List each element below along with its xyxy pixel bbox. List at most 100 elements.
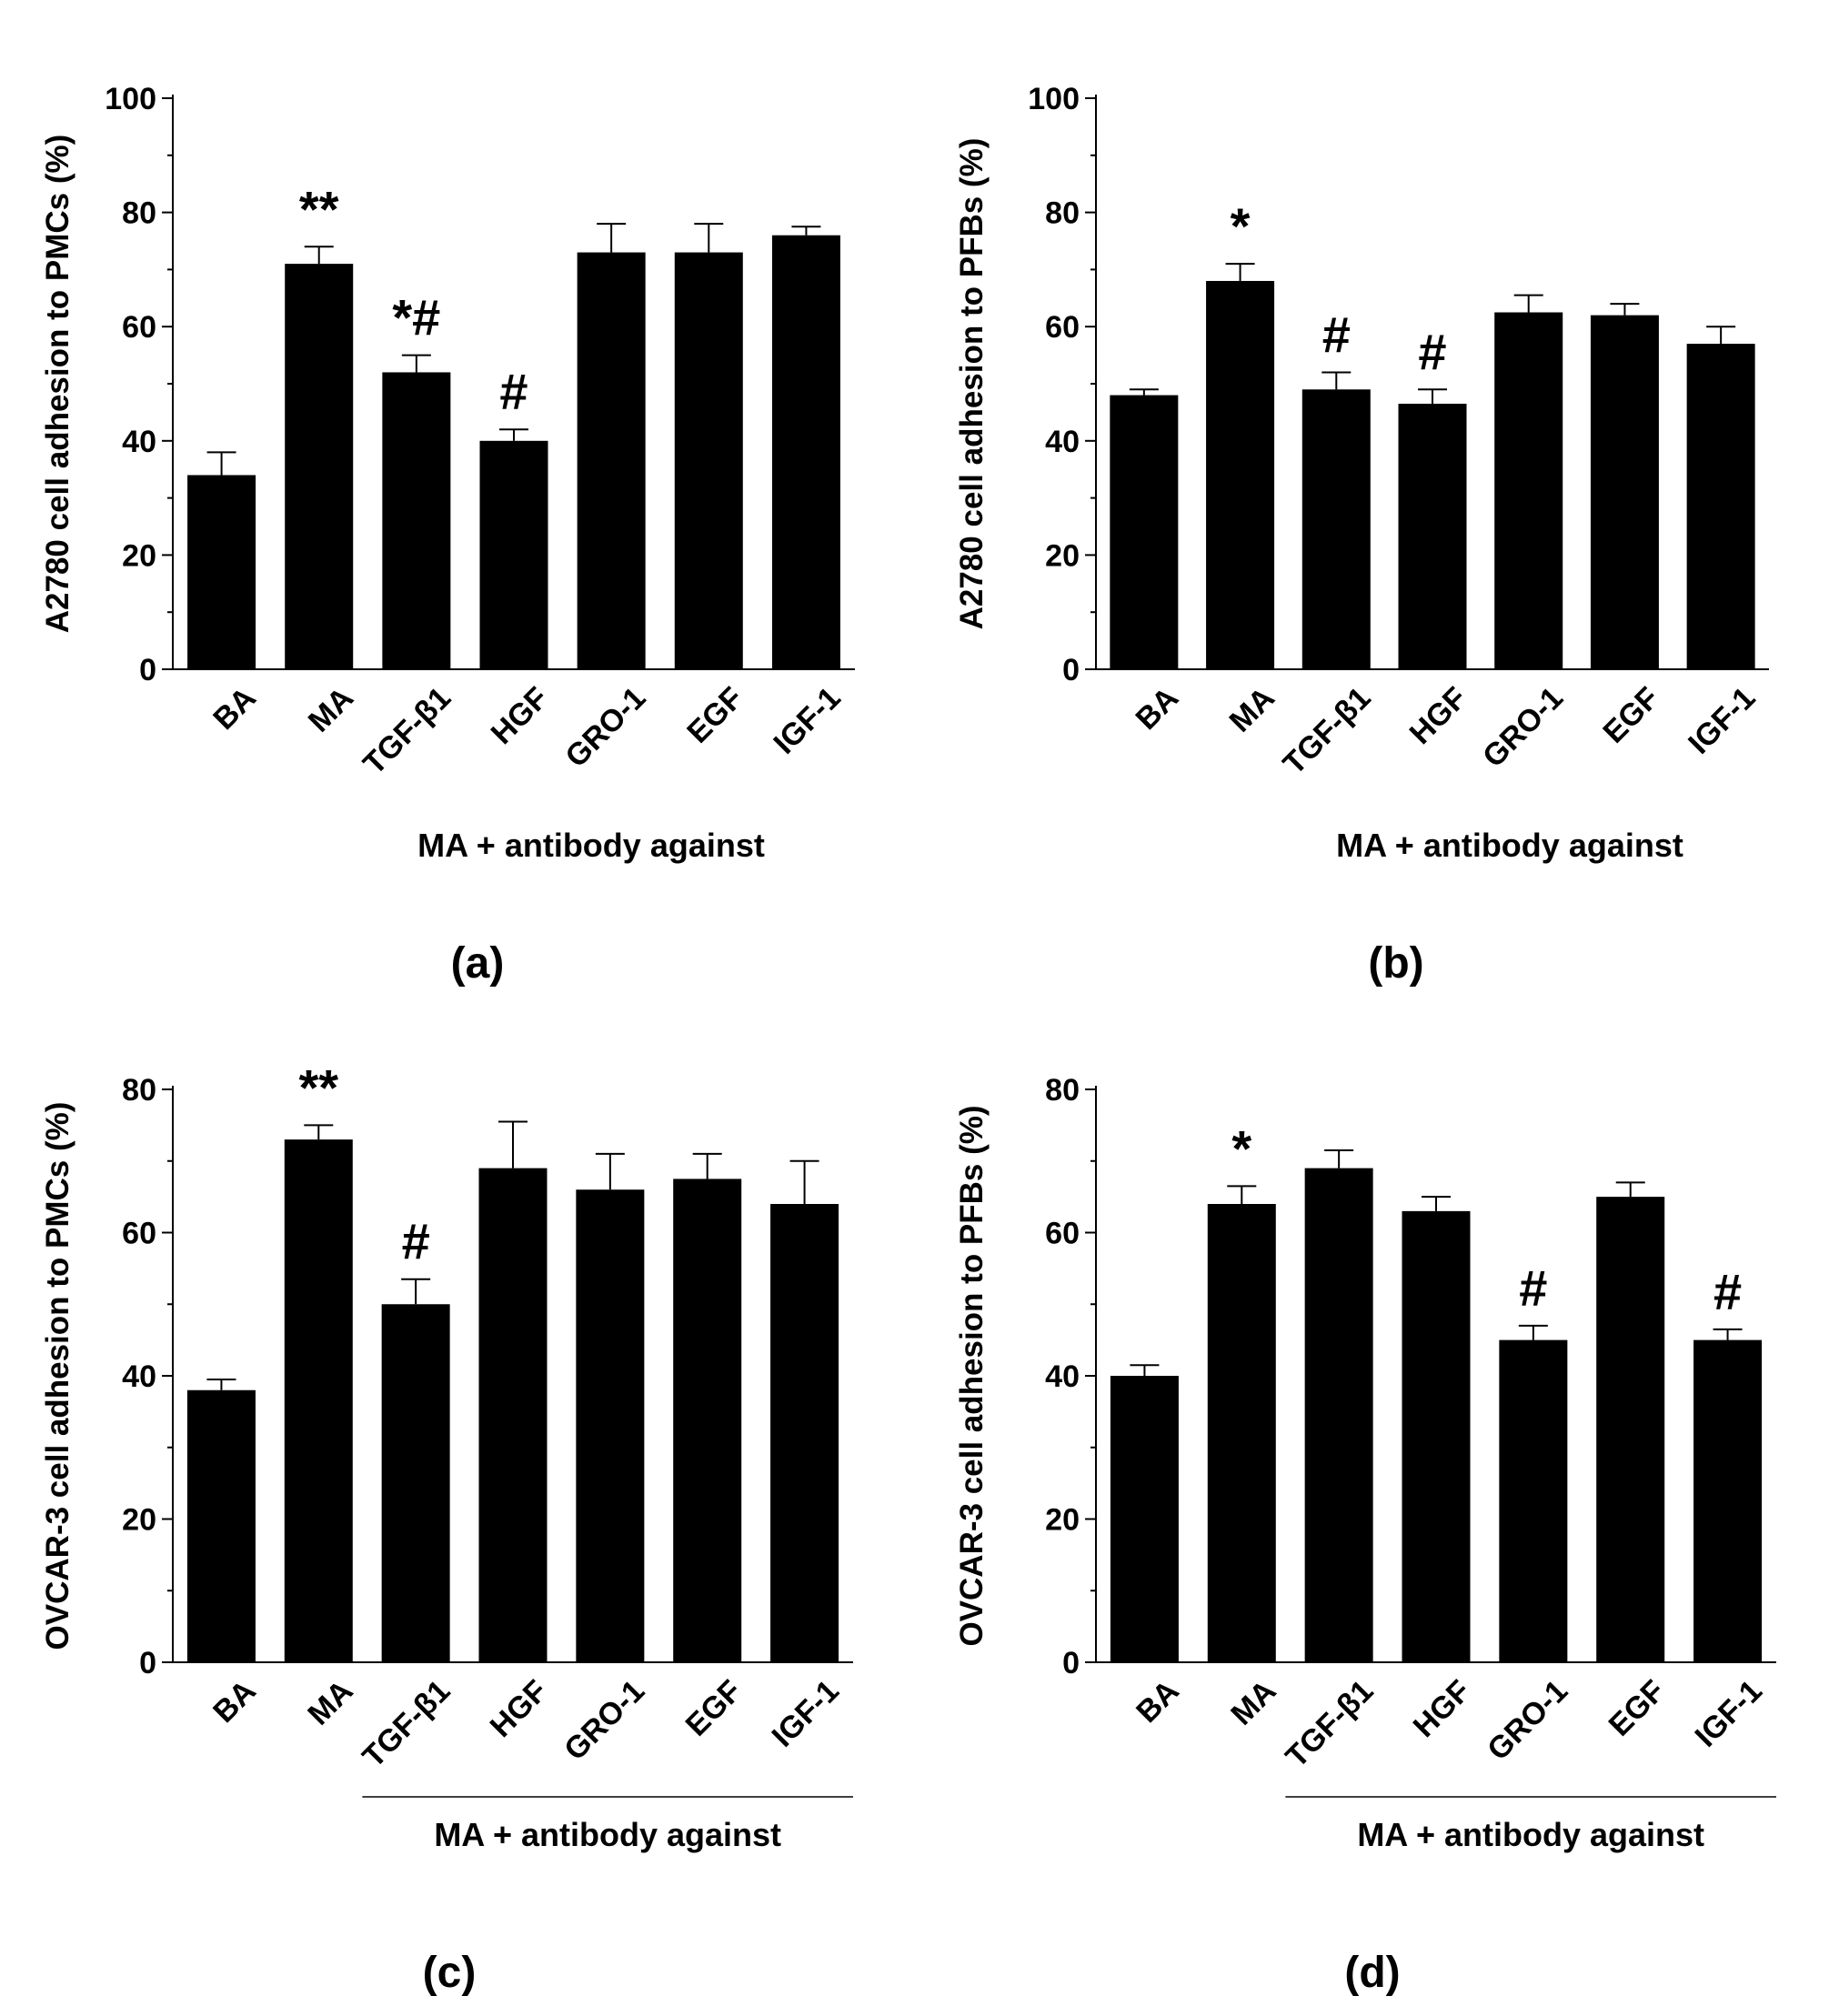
y-tick-label: 60 [1045, 310, 1080, 345]
bar-ba [187, 475, 256, 669]
bar-gro-1 [576, 1189, 645, 1662]
x-tick-label: MA [302, 680, 360, 738]
x-tick-label: HGF [1407, 1673, 1478, 1744]
bar-ma [285, 264, 354, 669]
x-tick-label: HGF [484, 1673, 555, 1744]
significance-marker: ** [299, 180, 339, 237]
x-tick-label: TGF-β1 [1277, 680, 1378, 781]
x-tick-label: BA [1130, 680, 1186, 737]
y-axis-label: A2780 cell adhesion to PFBs (%) [954, 138, 990, 630]
x-axis-label: MA + antibody against [1357, 1816, 1704, 1853]
y-tick-label: 0 [1062, 1646, 1080, 1680]
y-tick-label: 0 [1062, 653, 1080, 687]
significance-marker: # [1519, 1259, 1547, 1317]
x-tick-label: TGF-β1 [357, 680, 457, 781]
x-tick-label: TGF-β1 [356, 1673, 457, 1774]
y-tick-label: 20 [122, 1503, 156, 1538]
x-axis-label: MA + antibody against [434, 1816, 781, 1853]
bar-ma [1207, 1204, 1276, 1662]
y-tick-label: 0 [139, 653, 156, 687]
y-tick-label: 40 [1045, 1359, 1080, 1394]
y-tick-label: 60 [122, 310, 156, 345]
y-tick-label: 80 [122, 196, 156, 231]
y-tick-label: 40 [1045, 425, 1080, 459]
bar-egf [673, 1179, 742, 1662]
panel-label: (a) [451, 939, 505, 988]
y-tick-label: 80 [1045, 1073, 1080, 1108]
y-tick-label: 0 [139, 1646, 156, 1680]
x-tick-label: MA [1224, 1673, 1282, 1731]
y-tick-label: 80 [1045, 196, 1080, 231]
significance-marker: * [1231, 1119, 1251, 1177]
significance-marker: * [1231, 197, 1251, 255]
bar-hgf [1402, 1210, 1471, 1662]
bar-gro-1 [577, 252, 646, 669]
x-tick-label: BA [206, 1673, 263, 1730]
bar-gro-1 [1494, 312, 1563, 669]
x-tick-label: IGF-1 [1682, 680, 1762, 760]
y-tick-label: 20 [1045, 1503, 1080, 1538]
y-tick-label: 80 [122, 1073, 156, 1108]
significance-marker: ** [298, 1058, 338, 1116]
y-axis-label: A2780 cell adhesion to PMCs (%) [40, 135, 75, 633]
significance-marker: # [1322, 306, 1351, 363]
bar-igf-1 [770, 1204, 839, 1662]
x-axis-label: MA + antibody against [417, 827, 765, 864]
y-tick-label: 40 [122, 1359, 156, 1394]
x-tick-label: GRO-1 [1481, 1673, 1574, 1767]
bar-hgf [1398, 403, 1467, 669]
bar-egf [1590, 315, 1659, 669]
bar-egf [1596, 1197, 1665, 1662]
bar-ma [1206, 280, 1275, 669]
significance-marker: # [1418, 323, 1446, 380]
x-tick-label: BA [1130, 1673, 1186, 1730]
y-tick-label: 20 [1045, 538, 1080, 573]
x-tick-label: HGF [1403, 680, 1474, 751]
panel-label: (c) [423, 1949, 477, 1997]
y-tick-label: 60 [1045, 1217, 1080, 1251]
bar-ma [284, 1139, 353, 1662]
x-tick-label: IGF-1 [766, 1673, 846, 1753]
bar-tgf-1 [1304, 1168, 1373, 1662]
x-tick-label: MA [301, 1673, 359, 1731]
bar-gro-1 [1499, 1339, 1568, 1662]
x-tick-label: HGF [485, 680, 556, 751]
panel-label: (b) [1368, 939, 1423, 988]
panel-label: (d) [1344, 1949, 1400, 1997]
x-axis-label: MA + antibody against [1336, 827, 1683, 864]
bar-hgf [478, 1168, 548, 1662]
y-tick-label: 60 [122, 1217, 156, 1251]
y-tick-label: 20 [122, 538, 156, 573]
significance-marker: # [499, 363, 528, 420]
x-tick-label: MA [1223, 680, 1281, 738]
y-axis-label: OVCAR-3 cell adhesion to PFBs (%) [954, 1105, 990, 1646]
bar-igf-1 [1686, 344, 1755, 669]
bar-igf-1 [1693, 1339, 1763, 1662]
y-tick-label: 40 [122, 425, 156, 459]
bar-ba [1110, 1376, 1179, 1662]
x-tick-label: EGF [680, 680, 749, 749]
y-tick-label: 100 [105, 82, 156, 116]
x-tick-label: EGF [1603, 1673, 1672, 1742]
significance-marker: # [402, 1213, 430, 1270]
bar-ba [1110, 395, 1179, 669]
x-tick-label: EGF [679, 1673, 749, 1742]
x-tick-label: TGF-β1 [1279, 1673, 1380, 1774]
x-tick-label: BA [206, 680, 263, 737]
bar-tgf-1 [381, 1304, 450, 1662]
y-tick-label: 100 [1028, 82, 1080, 116]
bar-igf-1 [771, 235, 840, 669]
significance-marker: *# [392, 289, 440, 346]
x-tick-label: GRO-1 [1476, 680, 1570, 774]
significance-marker: # [1713, 1263, 1742, 1320]
bar-tgf-1 [382, 372, 451, 669]
x-tick-label: GRO-1 [558, 680, 652, 774]
x-tick-label: GRO-1 [558, 1673, 651, 1767]
bar-hgf [479, 440, 548, 669]
y-axis-label: OVCAR-3 cell adhesion to PMCs (%) [40, 1102, 75, 1650]
bar-tgf-1 [1301, 389, 1371, 669]
